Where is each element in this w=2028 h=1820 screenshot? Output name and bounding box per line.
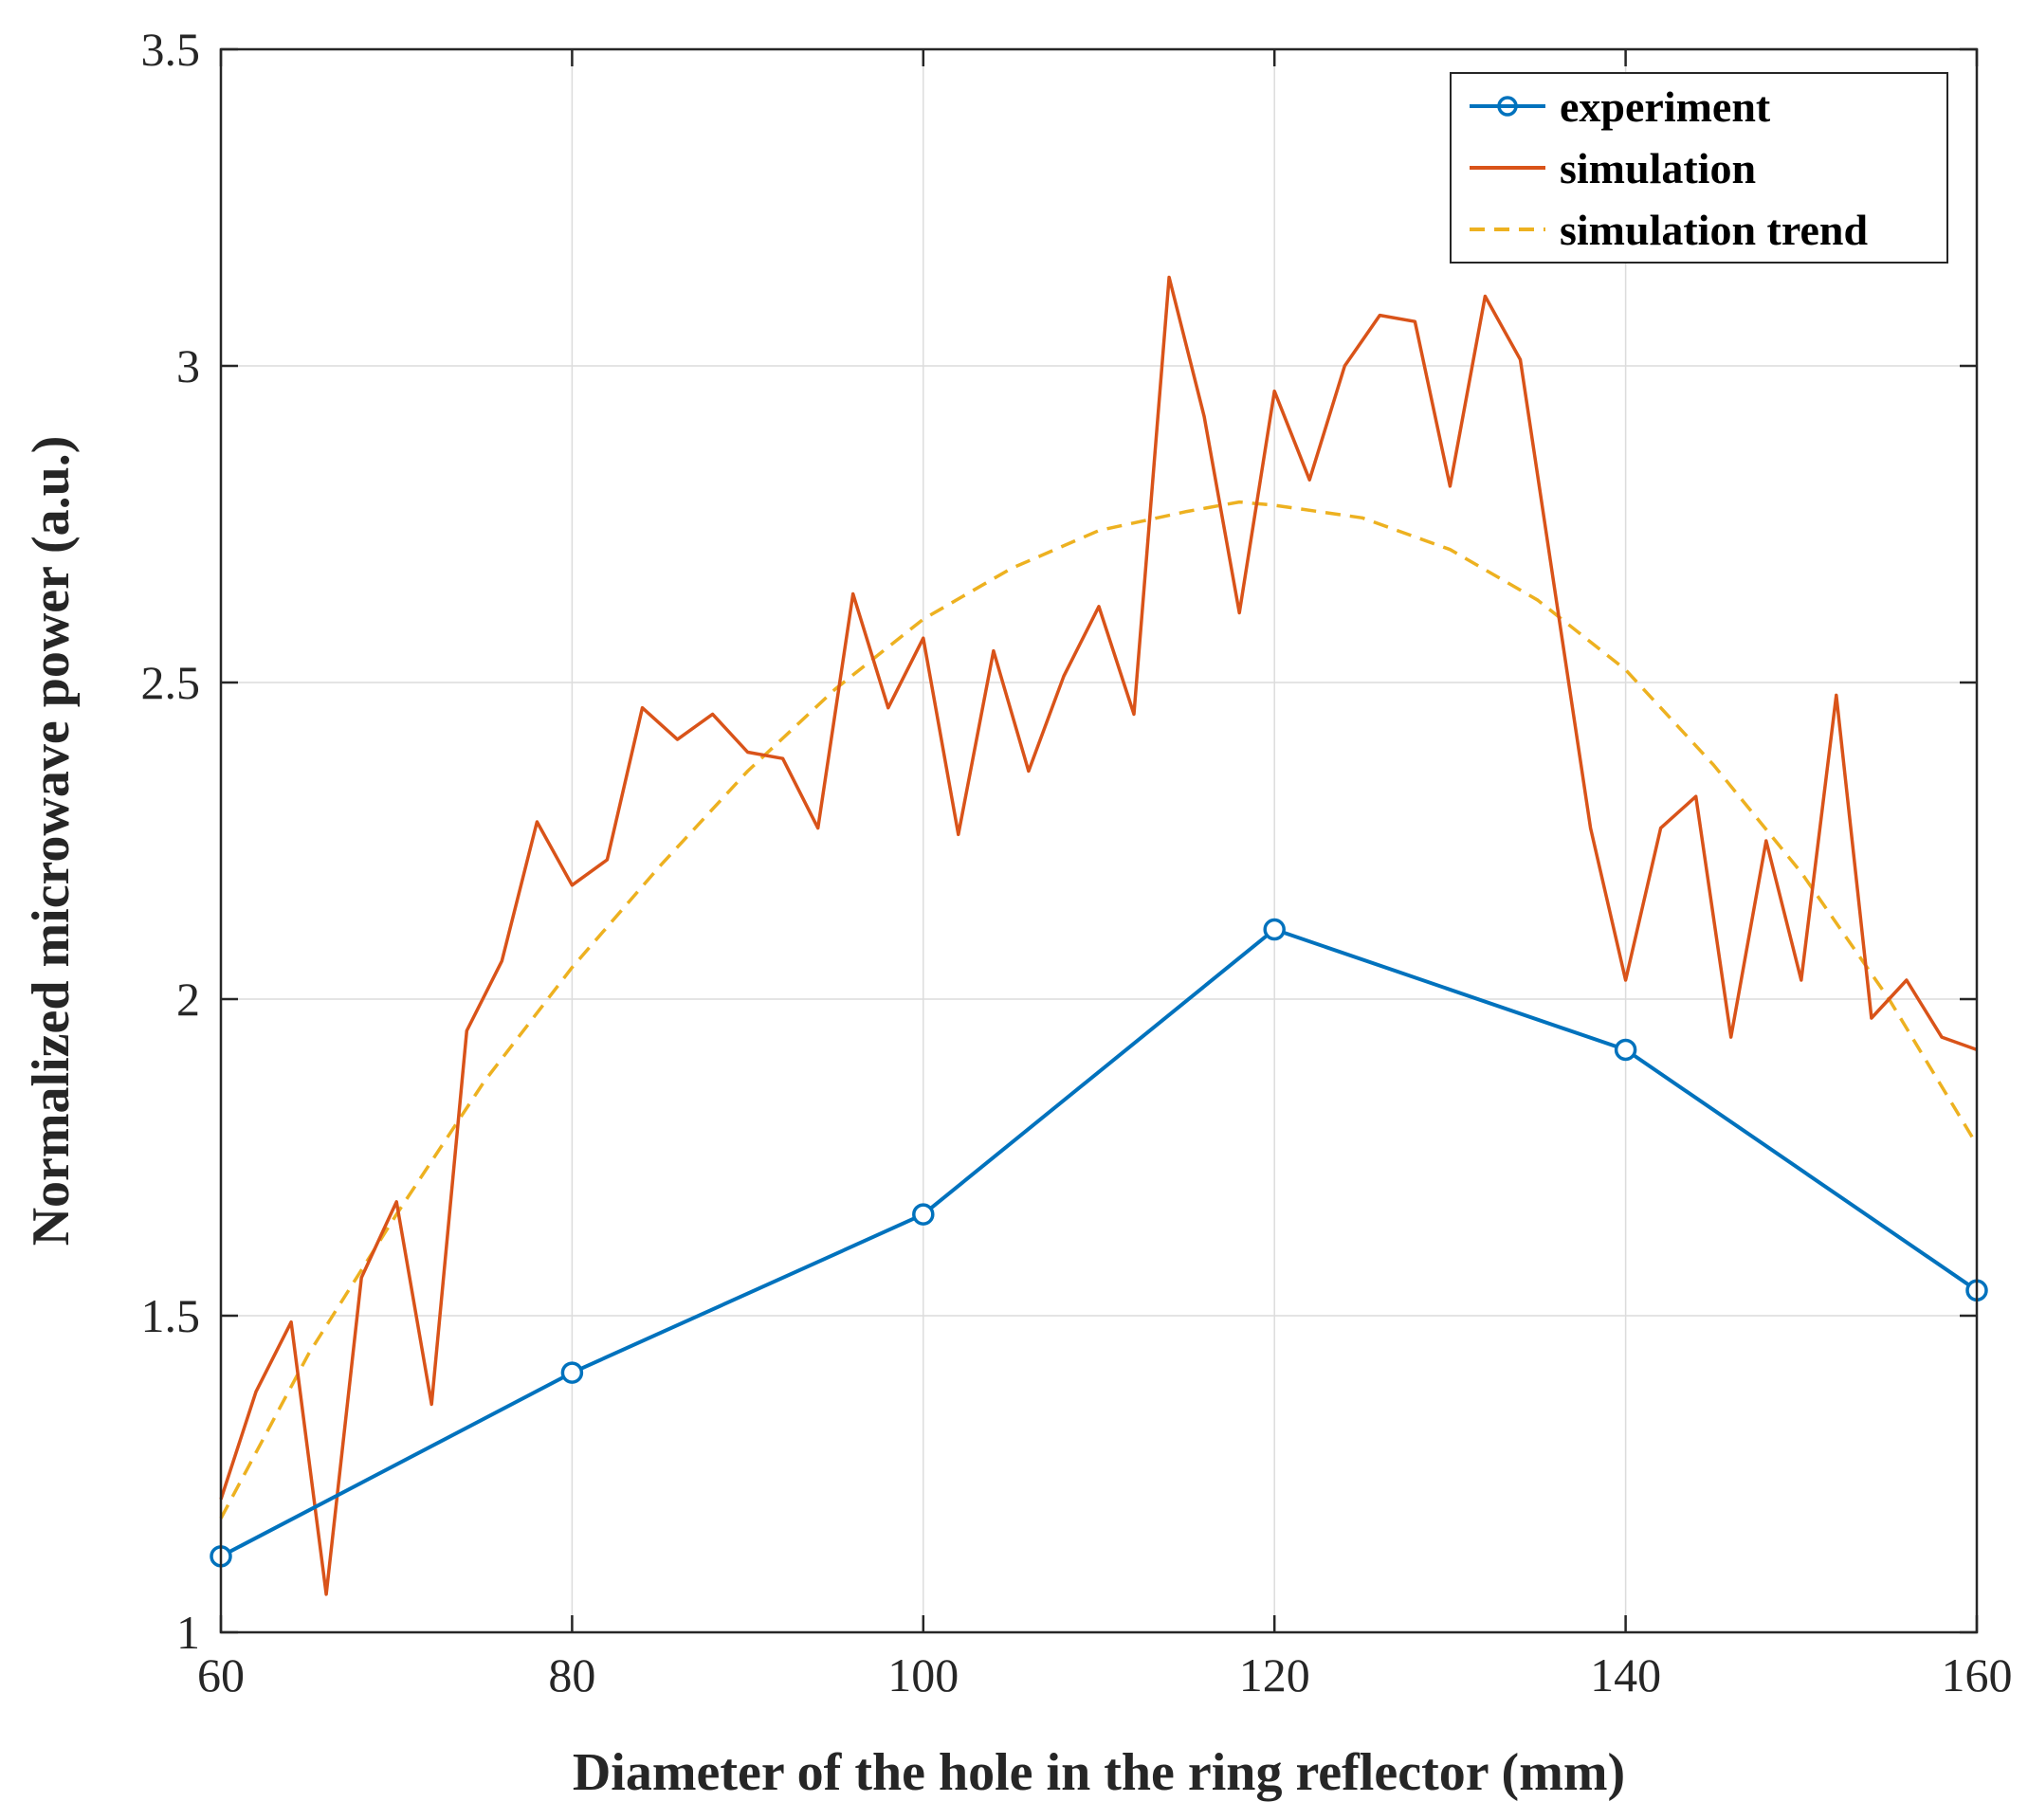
grid (221, 49, 1977, 1632)
y-tick-label: 3.5 (141, 23, 201, 76)
legend-label-experiment: experiment (1560, 82, 1771, 131)
series-layer (210, 275, 1988, 1596)
y-tick-label: 2.5 (141, 656, 201, 709)
y-tick-label: 1 (176, 1606, 200, 1659)
ticks (219, 47, 1979, 1634)
data-point-experiment (1614, 1038, 1637, 1062)
x-tick-label: 80 (548, 1648, 595, 1702)
y-axis-title: Normalized microwave power (a.u.) (22, 436, 81, 1247)
tick-labels: 60 80 100 120 140 160 1 1.5 2 2.5 3 3.5 (141, 23, 2013, 1702)
x-tick-label: 100 (887, 1648, 959, 1702)
legend-label-simulation: simulation (1560, 144, 1756, 192)
series-line-experiment (220, 927, 1979, 1558)
legend-label-simulation-trend: simulation trend (1560, 206, 1868, 254)
series-line-simulation-trend (219, 500, 1979, 1520)
data-point-experiment (912, 1203, 935, 1226)
x-tick-label: 120 (1239, 1648, 1310, 1702)
data-point-experiment (560, 1361, 584, 1384)
legend-marker-experiment (1497, 96, 1518, 117)
y-tick-label: 1.5 (141, 1289, 201, 1342)
data-point-experiment (1263, 918, 1286, 941)
y-tick-label: 3 (176, 339, 200, 392)
x-axis-title: Diameter of the hole in the ring reflect… (573, 1743, 1625, 1802)
x-tick-label: 160 (1942, 1648, 2013, 1702)
legend: experiment simulation simulation trend (1450, 72, 1948, 264)
y-tick-label: 2 (176, 973, 200, 1026)
x-tick-label: 140 (1590, 1648, 1661, 1702)
series-line-simulation (219, 275, 1978, 1596)
plot-frame (219, 47, 1979, 1634)
x-tick-label: 60 (197, 1648, 245, 1702)
plot-area (221, 49, 1977, 1632)
